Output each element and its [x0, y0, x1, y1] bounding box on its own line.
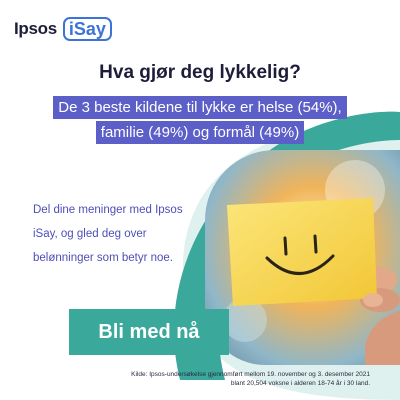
join-now-button[interactable]: Bli med nå — [69, 309, 229, 355]
invitation-line: iSay, og gled deg over — [30, 224, 150, 244]
smiley-note-photo — [205, 150, 400, 365]
source-footnote: Kilde: Ipsos-undersøkelse gjennomført me… — [40, 370, 370, 388]
invitation-line: belønninger som betyr noe. — [30, 248, 176, 268]
photo-panel — [205, 150, 400, 365]
statistic-line: familie (49%) og formål (49%) — [95, 121, 305, 144]
smiley-face-note-icon — [227, 198, 377, 306]
ipsos-isay-logo: Ipsos iSay — [14, 16, 112, 42]
invitation-text: Del dine meninger med Ipsos iSay, og gle… — [30, 200, 215, 272]
headline: Hva gjør deg lykkelig? — [99, 62, 301, 83]
statistic-line: De 3 beste kildene til lykke er helse (5… — [53, 96, 347, 119]
invitation-line: Del dine meninger med Ipsos — [30, 200, 186, 220]
logo-brand-text: Ipsos — [14, 19, 57, 38]
footnote-line: blant 20,504 voksne i alderen 18-74 år i… — [230, 380, 370, 387]
logo-product-text: iSay — [62, 17, 112, 41]
footnote-line: Kilde: Ipsos-undersøkelse gjennomført me… — [131, 371, 370, 378]
statistic-callout: De 3 beste kildene til lykke er helse (5… — [37, 96, 363, 146]
